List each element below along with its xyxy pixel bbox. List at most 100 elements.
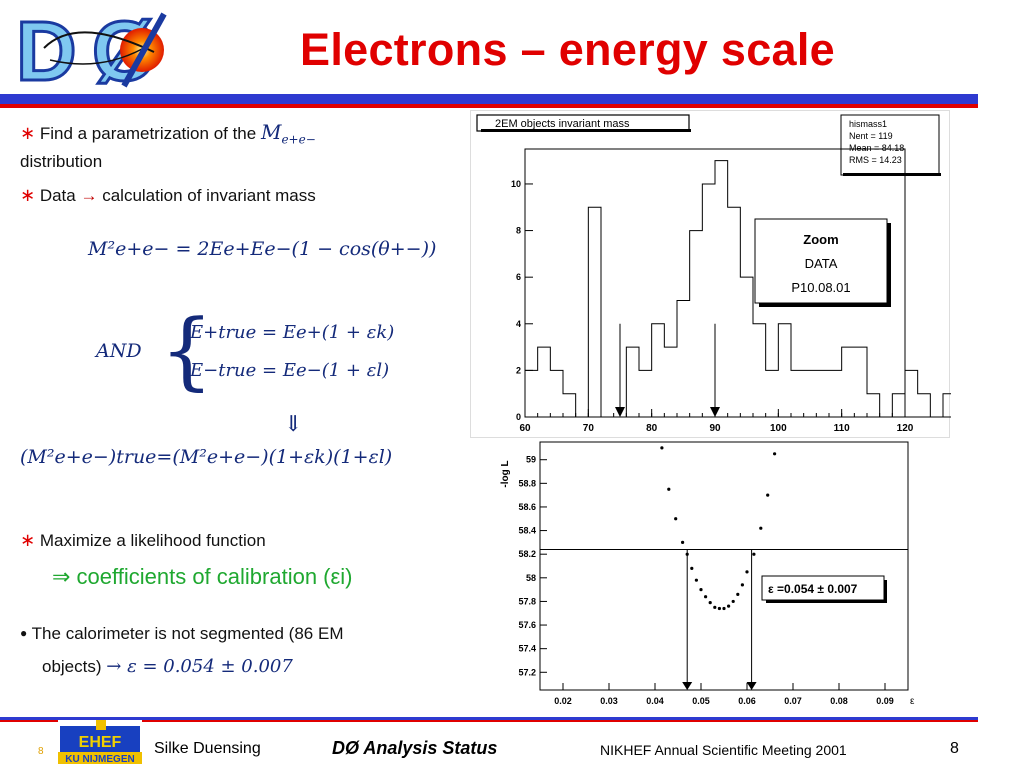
lik-x-tick-label: 0.02 (554, 696, 572, 706)
bullet-1-text: Find a parametrization of the (39, 124, 257, 143)
lik-x-label: ε (910, 696, 915, 707)
lik-y-tick-label: 58.6 (518, 502, 536, 512)
hist-bar (943, 394, 951, 417)
hist-bar (690, 231, 703, 417)
lik-x-tick-label: 0.06 (738, 696, 756, 706)
d0-logo: D Ø (14, 3, 186, 100)
hist-x-tick-label: 70 (583, 423, 595, 434)
bullet-maximize: ∗ Maximize a likelihood function (20, 530, 266, 551)
lik-point (674, 517, 678, 521)
lik-y-tick-label: 58 (526, 573, 536, 583)
lik-point (685, 552, 689, 556)
hist-bar (626, 347, 639, 417)
hist-bar (766, 370, 779, 417)
footer-author: Silke Duensing (154, 740, 261, 757)
lik-y-tick-label: 59 (526, 455, 536, 465)
bullet-4-text: The calorimeter is not segmented (86 EM (31, 624, 344, 643)
implies-arrow-icon: ⇓ (284, 412, 303, 437)
lik-point (745, 570, 749, 574)
lik-point (736, 592, 740, 596)
hist-y-tick-label: 10 (511, 179, 521, 189)
hist-bar (778, 324, 791, 417)
lik-x-tick-label: 0.09 (876, 696, 894, 706)
hist-bar (892, 394, 905, 417)
slide-title: Electrons – energy scale (300, 24, 835, 75)
lik-point (766, 493, 770, 497)
stats-name: hismass1 (849, 119, 887, 129)
lik-y-tick-label: 57.8 (518, 596, 536, 606)
lik-y-label: -log L (500, 460, 511, 487)
hist-bar (867, 394, 880, 417)
hist-bar (842, 347, 855, 417)
histogram-svg: 2EM objects invariant mass hismass1 Nent… (476, 114, 1024, 434)
lik-x-tick-label: 0.07 (784, 696, 802, 706)
lik-y-tick-label: 58.4 (518, 526, 536, 536)
stats-nent: Nent = 119 (849, 131, 893, 141)
header-rule-red (0, 104, 978, 108)
bullet-4-objects: objects) (42, 657, 102, 676)
hist-bar (791, 370, 804, 417)
hist-bar (753, 324, 766, 417)
bullet-parametrization: ∗ Find a parametrization of the Me+e− (20, 120, 316, 146)
bullet-dot-icon: ● (20, 626, 28, 640)
lik-y-tick-label: 57.2 (518, 667, 536, 677)
lik-point (690, 566, 694, 570)
hist-x-tick-label: 60 (519, 423, 531, 434)
result-shadow-right (884, 580, 887, 603)
footer-talk-title: DØ Analysis Status (332, 738, 498, 758)
hist-plot-area: 60 70 80 90 100 110 120 0 2 4 6 8 10 (511, 148, 1024, 434)
hist-x-tick-label: 80 (646, 423, 658, 434)
hist-bar (652, 324, 665, 417)
bullet-2-text: Data (39, 186, 76, 205)
lik-vline-arrow (682, 682, 693, 690)
hist-bar (728, 207, 741, 417)
bullet-1-line2: distribution (20, 152, 103, 171)
lik-point (667, 487, 671, 491)
hist-bar (905, 370, 918, 417)
lik-point (731, 599, 735, 604)
zoom-shadow-right (887, 223, 891, 307)
hist-bar (816, 370, 829, 417)
footer-rule-red (0, 720, 978, 722)
bullet-calorimeter: ● The calorimeter is not segmented (86 E… (20, 624, 343, 644)
equation-invariant-mass: M²e+e− = 2Ee+Ee−(1 − cos(θ+−)) (88, 238, 437, 260)
lik-plot-area: -log L 57.2 57.4 57.6 57.8 58 58.2 58.4 58.6 58.8… (500, 441, 915, 707)
hist-bar (563, 394, 576, 417)
hist-title: 2EM objects invariant mass (495, 118, 630, 130)
mass-symbol: M (260, 120, 282, 144)
bullet-star: ∗ (20, 123, 36, 143)
mass-subscript: e+e− (281, 132, 316, 147)
lik-point (699, 588, 703, 592)
lik-point (708, 601, 712, 605)
coefficients-line: ⇒ coefficients of calibration (εi) (52, 564, 353, 589)
equation-plus-true: E+true = Ee+(1 + εk) (190, 322, 395, 343)
lik-y-tick-label: 58.2 (518, 549, 536, 559)
hist-x-tick-label: 110 (834, 423, 851, 434)
stats-rms: RMS = 14.23 (849, 155, 902, 165)
lik-x-tick-label: 0.03 (600, 696, 618, 706)
hist-x-tick-label: 100 (770, 423, 787, 434)
hist-y-tick-label: 4 (516, 319, 521, 329)
bullet-star: ∗ (20, 185, 36, 205)
lik-point (740, 583, 744, 587)
hist-y-tick-label: 8 (516, 226, 521, 236)
result-label: ε =0.054 ± 0.007 (768, 582, 858, 596)
hist-bar (740, 277, 753, 417)
lik-x-tick-label: 0.05 (692, 696, 710, 706)
lik-y-tick-label: 58.8 (518, 478, 536, 488)
equation-minus-true: E−true = Ee−(1 + εl) (190, 360, 390, 381)
lik-point (722, 606, 726, 611)
hist-bar (639, 370, 652, 417)
histogram-plot: 2EM objects invariant mass hismass1 Nent… (470, 110, 1024, 438)
equation-true-mass: (M²e+e−)true=(M²e+e−)(1+εk)(1+εl) (20, 446, 393, 468)
lik-point (727, 604, 731, 608)
arrow-icon: → (80, 186, 98, 205)
footer-page-number: 8 (950, 740, 959, 757)
lik-point (694, 578, 698, 582)
and-label: AND (96, 340, 142, 362)
lik-frame (539, 441, 909, 691)
ku-nijmegen-logo: EHEF KU NIJMEGEN (58, 720, 142, 766)
hist-bar (550, 370, 563, 417)
lik-point (660, 446, 664, 450)
zoom-shadow-bottom (759, 303, 891, 307)
